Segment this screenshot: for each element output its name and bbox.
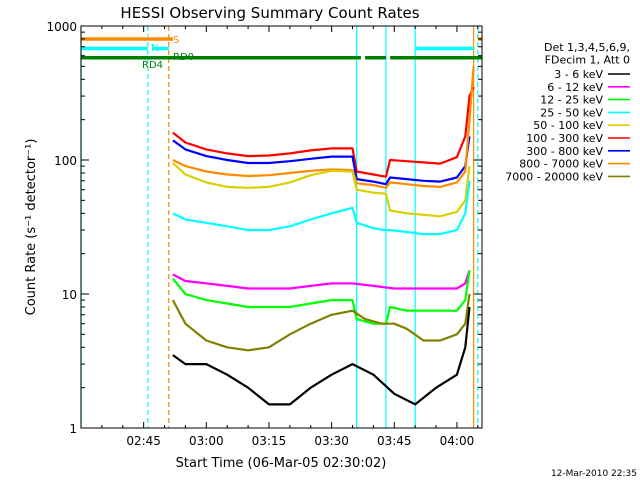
legend-header-line-2: FDecim 1, Att 0 bbox=[545, 54, 630, 67]
series-line-300-800-kev bbox=[172, 136, 471, 186]
flag-label-n: N bbox=[151, 43, 158, 54]
timestamp: 12-Mar-2010 22:35 bbox=[551, 469, 637, 479]
series-line-6-12-kev bbox=[172, 270, 471, 290]
x-tick-label-0400: 04:00 bbox=[440, 434, 475, 448]
y-tick-label-10: 10 bbox=[62, 288, 77, 302]
legend-label-6-12-kev: 6 - 12 keV bbox=[547, 81, 603, 94]
legend-label-800-7000-kev: 800 - 7000 keV bbox=[519, 158, 603, 171]
series-line-100-300-kev bbox=[172, 86, 475, 178]
series-line-12-25-kev bbox=[172, 270, 471, 325]
x-tick-label-0245: 02:45 bbox=[126, 434, 161, 448]
legend-label-3-6-kev: 3 - 6 keV bbox=[554, 68, 603, 81]
x-tick-label-0315: 03:15 bbox=[252, 434, 287, 448]
series-line-800-7000-kev bbox=[172, 66, 475, 189]
x-axis-label: Start Time (06-Mar-05 02:30:02) bbox=[176, 456, 387, 471]
y-tick-label-1000: 1000 bbox=[46, 20, 77, 34]
x-tick-label-0300: 03:00 bbox=[189, 434, 224, 448]
plot-area: S N RD0 RD4 bbox=[80, 26, 482, 428]
series-line-25-50-kev bbox=[172, 180, 471, 236]
series-line-50-100-kev bbox=[172, 162, 471, 218]
legend-label-50-100-kev: 50 - 100 keV bbox=[533, 119, 603, 132]
chart-title: HESSI Observing Summary Count Rates bbox=[120, 4, 419, 22]
x-tick-label-0345: 03:45 bbox=[377, 434, 412, 448]
legend-header-line-1: Det 1,3,4,5,6,9, bbox=[544, 41, 630, 54]
axes: 02:45 03:00 03:15 03:30 03:45 04:00 1 10 100 1000 bbox=[46, 20, 482, 448]
y-axis-label: Count Rate (s⁻¹ detector⁻¹) bbox=[24, 139, 39, 316]
legend-label-12-25-kev: 12 - 25 keV bbox=[540, 94, 603, 107]
legend: Det 1,3,4,5,6,9,FDecim 1, Att 03 - 6 keV… bbox=[505, 41, 630, 183]
legend-label-7000-20000-kev: 7000 - 20000 keV bbox=[505, 170, 603, 183]
series-line-3-6-kev bbox=[172, 306, 471, 406]
legend-label-100-300-kev: 100 - 300 keV bbox=[526, 132, 603, 145]
flag-label-s: S bbox=[173, 35, 179, 46]
legend-label-25-50-kev: 25 - 50 keV bbox=[540, 106, 603, 119]
y-tick-label-100: 100 bbox=[54, 154, 77, 168]
flag-label-rd4: RD4 bbox=[142, 60, 163, 71]
legend-label-300-800-kev: 300 - 800 keV bbox=[526, 145, 603, 158]
y-tick-label-1: 1 bbox=[69, 422, 77, 436]
series-line-7000-20000-kev bbox=[171, 293, 471, 352]
x-tick-label-0330: 03:30 bbox=[314, 434, 349, 448]
plot-frame bbox=[80, 25, 483, 429]
flag-label-rd0: RD0 bbox=[173, 52, 194, 63]
